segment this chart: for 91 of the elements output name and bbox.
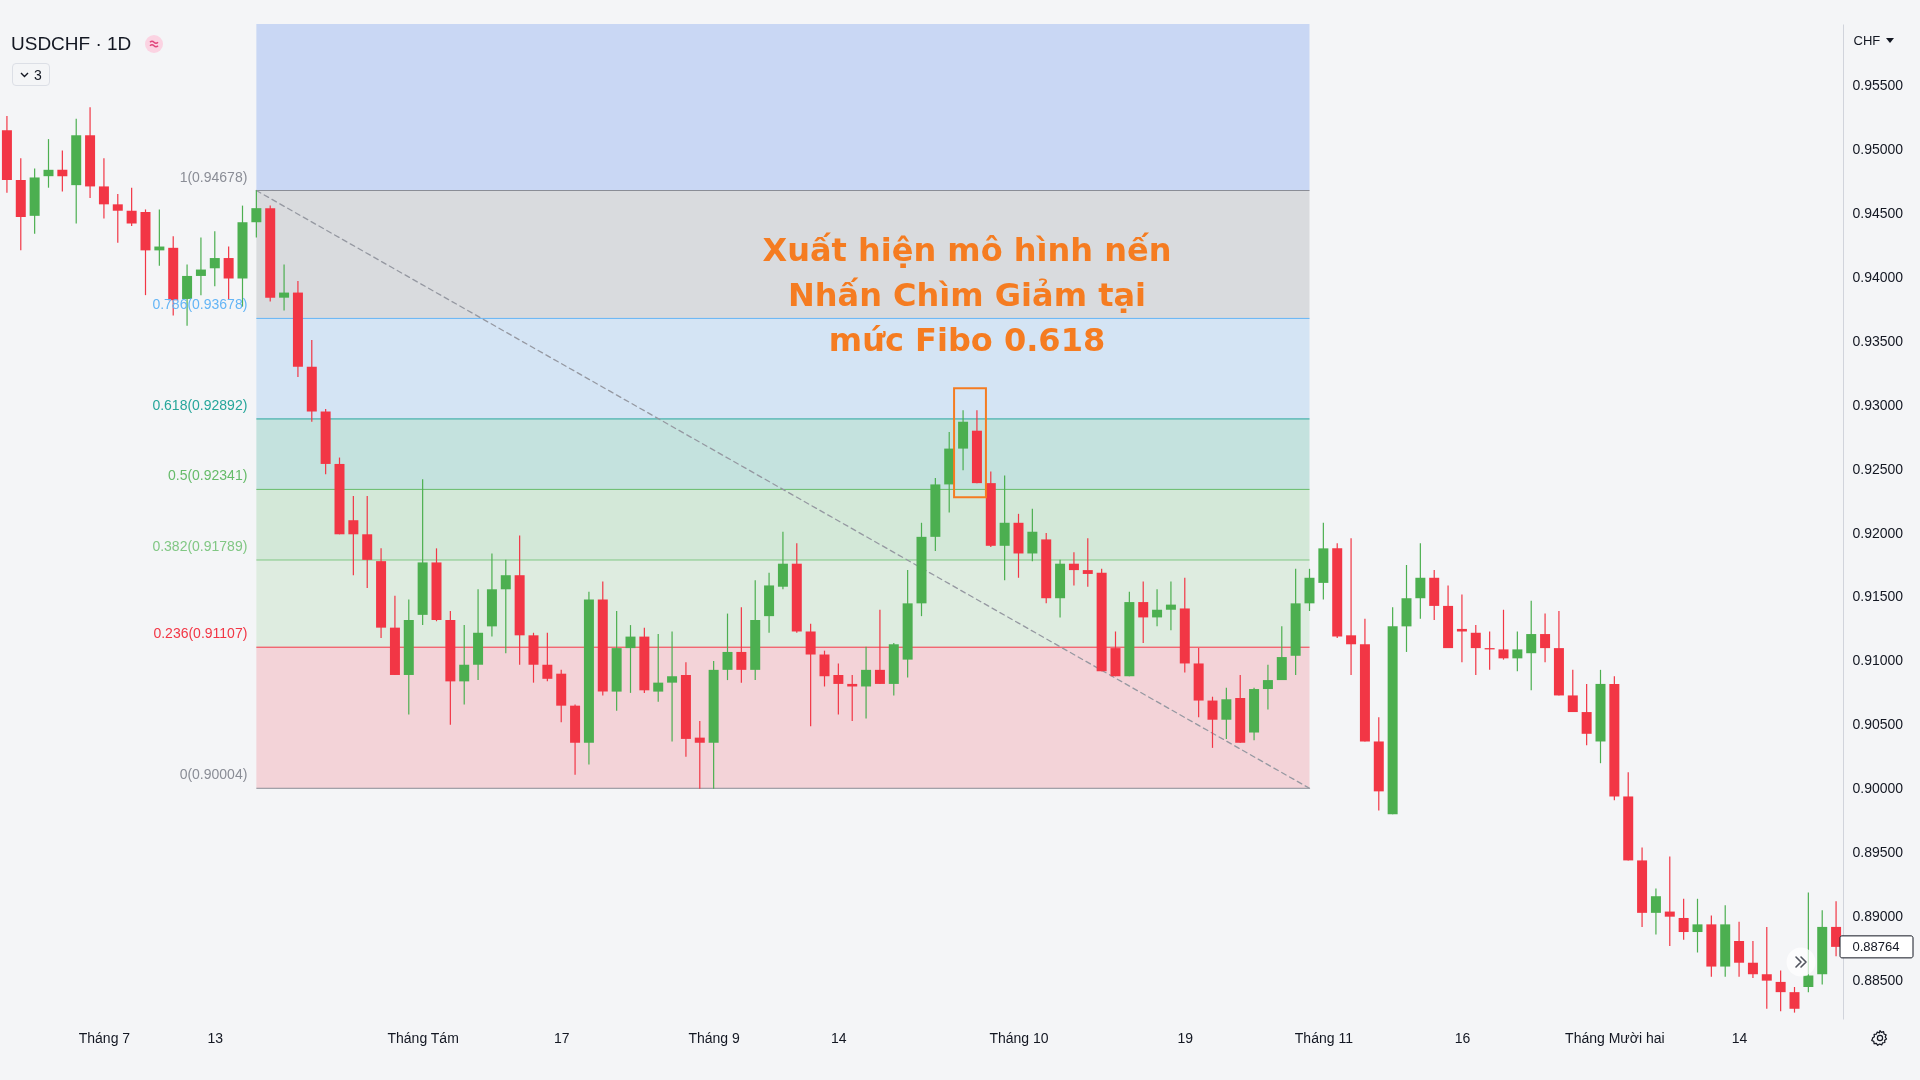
candlestick xyxy=(653,633,664,703)
candlestick xyxy=(1512,630,1523,672)
ref-line-label: 0.236(0.91107) xyxy=(153,625,248,642)
x-tick-label: 13 xyxy=(207,1029,224,1046)
candlestick xyxy=(459,624,470,705)
candlestick xyxy=(223,245,234,300)
candlestick xyxy=(1082,537,1093,588)
candlestick xyxy=(1581,683,1592,746)
ref-line-label: 0.5(0.92341) xyxy=(167,467,248,484)
candlestick xyxy=(1789,986,1800,1014)
candlestick xyxy=(1775,969,1786,1012)
candlestick xyxy=(251,189,262,239)
candlestick xyxy=(209,230,220,287)
y-tick-label: 0.95000 xyxy=(1852,140,1904,157)
candlestick xyxy=(1068,551,1079,587)
candlestick xyxy=(694,720,705,790)
candlestick xyxy=(43,138,54,189)
candlestick xyxy=(1664,855,1675,947)
y-tick-label: 0.91500 xyxy=(1852,588,1904,605)
candlestick xyxy=(722,612,733,681)
candlestick xyxy=(1526,600,1537,691)
candlestick xyxy=(112,193,123,244)
x-tick-label: 14 xyxy=(831,1029,847,1046)
annotation: Xuất hiện mô hình nến Nhấn Chìm Giảm tại mức Fibo 0.618 xyxy=(762,231,1172,359)
x-tick-label: Tháng Mười hai xyxy=(1565,1029,1665,1046)
ref-line-label: 0.618(0.92892) xyxy=(152,396,248,413)
y-tick-label: 0.95500 xyxy=(1852,76,1904,93)
candlestick xyxy=(1831,900,1842,957)
y-tick-label: 0.90000 xyxy=(1852,780,1904,797)
candlestick xyxy=(195,236,206,296)
candlestick xyxy=(1567,669,1578,713)
candlestick xyxy=(1152,588,1163,627)
x-tick-label: 17 xyxy=(553,1029,570,1046)
x-tick-label: 19 xyxy=(1177,1029,1194,1046)
candlestick xyxy=(126,187,137,227)
chart-title: USDCHF · 1D xyxy=(11,33,132,55)
candlestick xyxy=(1138,581,1149,644)
candlestick xyxy=(98,157,109,219)
candlestick xyxy=(625,624,636,694)
ref-line-label: 0.382(0.91789) xyxy=(152,538,248,554)
candlestick xyxy=(1761,926,1772,1010)
candlestick xyxy=(1678,898,1689,941)
candlestick xyxy=(1540,612,1551,663)
candlestick xyxy=(1165,581,1176,631)
candlestick xyxy=(279,263,290,312)
candlestick xyxy=(1650,887,1661,936)
x-tick-label: Tháng 9 xyxy=(688,1029,741,1046)
candlestick xyxy=(1734,921,1745,978)
candlestick xyxy=(777,531,788,590)
candlestick xyxy=(348,495,359,576)
candlestick xyxy=(667,630,678,743)
y-tick-label: 0.90500 xyxy=(1852,716,1904,733)
x-tick-label: 16 xyxy=(1454,1029,1471,1046)
ref-line-label: 1(0.94678) xyxy=(179,168,248,185)
y-tick-label: 0.93500 xyxy=(1852,332,1904,349)
x-tick-label: Tháng 11 xyxy=(1294,1029,1354,1046)
candlestick xyxy=(1470,624,1481,676)
y-tick-label: 0.93000 xyxy=(1852,396,1904,413)
y-tick-label: 0.91000 xyxy=(1852,652,1904,669)
candlestick xyxy=(1027,508,1038,562)
candlestick xyxy=(1276,625,1287,681)
candlestick xyxy=(833,662,844,716)
y-tick-label: 0.94000 xyxy=(1852,268,1904,285)
candlestick xyxy=(1346,537,1357,676)
x-tick-label: Tháng 7 xyxy=(78,1029,131,1046)
ref-line-label: 0(0.90004) xyxy=(179,766,248,783)
candlestick xyxy=(1415,542,1426,620)
candlestick xyxy=(1692,898,1703,954)
y-tick-label: 0.89500 xyxy=(1852,844,1904,861)
y-tick-label: 0.92000 xyxy=(1852,524,1904,541)
annotation: 3 xyxy=(34,66,42,83)
candlestick xyxy=(1262,664,1273,711)
candlestick xyxy=(1498,609,1509,661)
candlestick xyxy=(819,650,830,688)
candlestick xyxy=(1221,687,1232,740)
candlestick xyxy=(861,646,872,720)
candlestick xyxy=(1207,696,1218,749)
candlestick xyxy=(57,150,68,193)
y-tick-label: 0.92500 xyxy=(1852,460,1904,477)
collapse-button: 3 xyxy=(12,63,50,86)
y-axis-title: CHF xyxy=(1853,32,1881,48)
x-tick-label: 14 xyxy=(1731,1029,1748,1046)
candlestick xyxy=(500,559,511,654)
candlestick xyxy=(1747,940,1758,979)
text: 0.88764 xyxy=(1852,938,1900,954)
x-tick-label: Tháng Tám xyxy=(387,1029,459,1046)
y-tick-label: 0.89000 xyxy=(1852,908,1904,925)
y-tick-label: 0.88500 xyxy=(1852,972,1904,989)
x-tick-label: Tháng 10 xyxy=(989,1029,1049,1046)
y-tick-label: 0.94500 xyxy=(1852,204,1904,221)
candlestick xyxy=(999,474,1010,581)
